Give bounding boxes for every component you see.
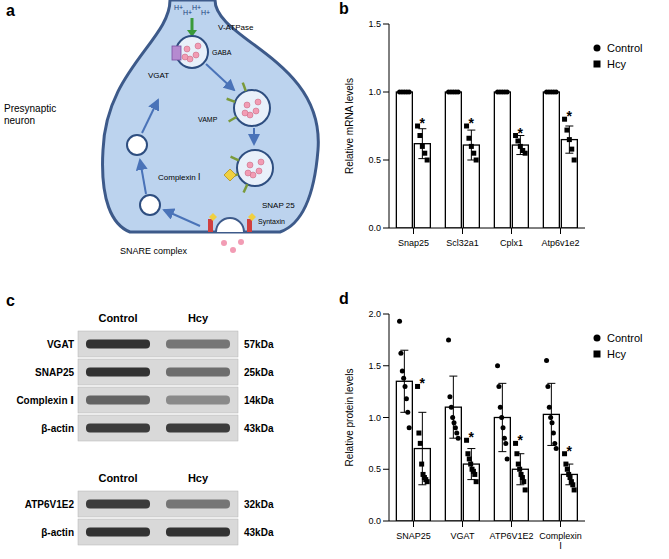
svg-text:a: a bbox=[6, 2, 15, 19]
svg-text:*: * bbox=[469, 115, 475, 131]
svg-text:VGAT: VGAT bbox=[148, 71, 169, 80]
svg-text:1.5: 1.5 bbox=[368, 19, 381, 29]
svg-text:Syntaxin: Syntaxin bbox=[258, 218, 285, 226]
svg-text:0.0: 0.0 bbox=[368, 223, 381, 233]
svg-text:SNAP25: SNAP25 bbox=[396, 531, 431, 541]
svg-text:0.5: 0.5 bbox=[368, 155, 381, 165]
svg-text:VGAT: VGAT bbox=[451, 531, 475, 541]
svg-text:1.0: 1.0 bbox=[368, 87, 381, 97]
svg-text:43kDa: 43kDa bbox=[244, 527, 274, 538]
svg-text:1.5: 1.5 bbox=[368, 361, 381, 371]
svg-text:14kDa: 14kDa bbox=[244, 395, 274, 406]
svg-text:Cplx1: Cplx1 bbox=[500, 238, 523, 248]
html-text:Hcy: Hcy bbox=[607, 58, 626, 70]
html-text:Control: Control bbox=[607, 332, 643, 344]
html-text:Control: Control bbox=[607, 42, 643, 54]
svg-text:0.0: 0.0 bbox=[368, 516, 381, 526]
svg-text:32kDa: 32kDa bbox=[244, 499, 274, 510]
svg-text:H+: H+ bbox=[183, 9, 192, 16]
svg-text:Complexin Ⅰ: Complexin Ⅰ bbox=[16, 395, 74, 406]
svg-text:*: * bbox=[567, 108, 573, 124]
svg-text:Control: Control bbox=[98, 312, 137, 324]
svg-text:Relative mRNA levels: Relative mRNA levels bbox=[344, 78, 355, 174]
svg-text:*: * bbox=[567, 443, 573, 459]
svg-text:β-actin: β-actin bbox=[41, 423, 74, 434]
svg-text:GABA: GABA bbox=[212, 49, 232, 56]
svg-text:0.5: 0.5 bbox=[368, 464, 381, 474]
svg-text:Presynapticneuron: Presynapticneuron bbox=[4, 103, 56, 126]
html-text:d: d bbox=[339, 290, 349, 307]
svg-text:VAMP: VAMP bbox=[198, 116, 218, 123]
svg-text:ATP6V1E2: ATP6V1E2 bbox=[490, 531, 534, 541]
svg-text:Hcy: Hcy bbox=[188, 312, 209, 324]
svg-text:Scl32a1: Scl32a1 bbox=[446, 238, 479, 248]
svg-text:ComplexinⅠ: ComplexinⅠ bbox=[539, 531, 582, 551]
svg-text:Atp6v1e2: Atp6v1e2 bbox=[541, 238, 579, 248]
svg-text:VGAT: VGAT bbox=[47, 339, 74, 350]
svg-text:SNAP 25: SNAP 25 bbox=[262, 201, 295, 210]
svg-text:*: * bbox=[469, 429, 475, 445]
svg-text:2.0: 2.0 bbox=[368, 309, 381, 319]
svg-text:SNAP25: SNAP25 bbox=[35, 367, 74, 378]
svg-text:H+: H+ bbox=[192, 4, 201, 11]
svg-text:β-actin: β-actin bbox=[41, 527, 74, 538]
svg-text:57kDa: 57kDa bbox=[244, 339, 274, 350]
html-text:b: b bbox=[339, 0, 349, 17]
svg-text:SNARE complex: SNARE complex bbox=[120, 246, 188, 256]
svg-text:1.0: 1.0 bbox=[368, 413, 381, 423]
svg-text:Hcy: Hcy bbox=[188, 472, 209, 484]
svg-text:Complexin Ⅰ: Complexin Ⅰ bbox=[158, 173, 200, 182]
svg-text:ATP6V1E2: ATP6V1E2 bbox=[25, 499, 75, 510]
svg-text:25kDa: 25kDa bbox=[244, 367, 274, 378]
svg-text:H+: H+ bbox=[201, 9, 210, 16]
html-text:Hcy: Hcy bbox=[607, 348, 626, 360]
svg-text:43kDa: 43kDa bbox=[244, 423, 274, 434]
svg-text:H+: H+ bbox=[174, 4, 183, 11]
svg-text:Snap25: Snap25 bbox=[398, 238, 429, 248]
svg-text:c: c bbox=[6, 292, 15, 309]
svg-text:*: * bbox=[518, 432, 524, 448]
svg-text:*: * bbox=[420, 375, 426, 391]
svg-text:Control: Control bbox=[98, 472, 137, 484]
svg-text:V-ATPase: V-ATPase bbox=[218, 23, 254, 32]
svg-text:Relative protein levels: Relative protein levels bbox=[344, 369, 355, 467]
